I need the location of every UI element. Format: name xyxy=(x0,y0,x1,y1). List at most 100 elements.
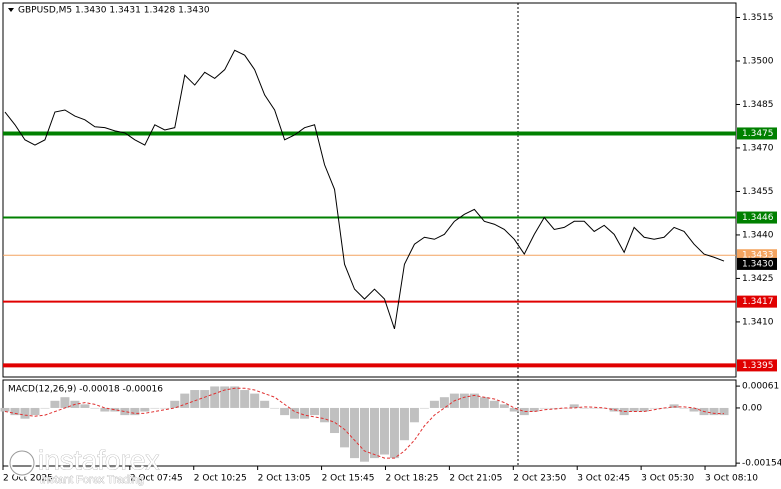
macd-bar xyxy=(210,386,220,408)
macd-bar xyxy=(170,400,180,408)
macd-bar xyxy=(300,407,310,419)
y-tick-label: 1.3425 xyxy=(742,274,774,284)
macd-bar xyxy=(719,407,729,416)
macd-bar xyxy=(220,386,230,408)
macd-bar xyxy=(459,393,469,408)
macd-bar xyxy=(310,407,320,416)
macd-bar xyxy=(20,407,30,419)
macd-bar xyxy=(290,407,300,419)
macd-bar xyxy=(200,390,210,408)
y-tick-label: 1.3470 xyxy=(742,143,774,153)
macd-bar xyxy=(439,397,449,408)
macd-bar xyxy=(649,407,659,409)
macd-bar xyxy=(399,407,409,441)
y-tick-label: 1.3485 xyxy=(742,100,774,110)
macd-bar xyxy=(409,407,419,423)
main-panel xyxy=(2,2,737,378)
x-tick-label: 2 Oct 13:05 xyxy=(258,474,311,484)
macd-bar xyxy=(549,407,559,409)
level-label-bg xyxy=(737,127,777,140)
level-label: 1.3433 xyxy=(742,251,774,261)
macd-bar xyxy=(419,407,429,409)
macd-bar xyxy=(330,407,340,434)
macd-bar xyxy=(539,407,549,409)
macd-bar xyxy=(230,386,240,408)
level-label: 1.3430 xyxy=(742,259,774,269)
macd-bar xyxy=(140,407,150,412)
macd-bar xyxy=(60,397,70,408)
level-label-bg xyxy=(737,295,777,308)
level-label-bg xyxy=(737,359,777,372)
macd-bar xyxy=(429,400,439,408)
level-label: 1.3475 xyxy=(742,129,774,139)
macd-bar xyxy=(579,407,589,409)
macd-bar xyxy=(369,407,379,459)
macd-bar xyxy=(260,400,270,408)
macd-bar xyxy=(679,407,689,409)
macd-bar xyxy=(360,407,370,462)
macd-bar xyxy=(379,407,389,455)
macd-bar xyxy=(559,407,569,409)
x-tick-label: 2 Oct 23:50 xyxy=(513,474,566,484)
x-tick-label: 2 Oct 15:45 xyxy=(322,474,375,484)
y-tick-label: 0.00061 xyxy=(742,382,779,392)
y-tick-label: 1.3410 xyxy=(742,317,774,327)
macd-bar xyxy=(569,404,579,408)
x-tick-label: 3 Oct 05:30 xyxy=(641,474,694,484)
macd-bar xyxy=(280,407,290,416)
x-tick-label: 2 Oct 2025 xyxy=(3,474,53,484)
y-tick-label: -0.00154 xyxy=(742,459,781,469)
signal-line xyxy=(4,387,725,459)
macd-bar xyxy=(120,407,130,416)
macd-bar xyxy=(320,407,330,423)
macd-bar xyxy=(110,407,120,412)
logo: instaforex Instant Forex Trading xyxy=(8,444,160,486)
y-tick-label: 1.3455 xyxy=(742,187,774,197)
macd-bar xyxy=(669,404,679,408)
macd-bar xyxy=(130,407,140,416)
macd-bar xyxy=(489,400,499,408)
macd-bar xyxy=(589,407,599,409)
macd-bar xyxy=(250,393,260,408)
level-label-bg xyxy=(737,211,777,224)
macd-bar xyxy=(340,407,350,448)
macd-bar xyxy=(160,407,170,409)
level-label: 1.3417 xyxy=(742,297,774,307)
macd-bar xyxy=(529,407,539,412)
macd-bar xyxy=(519,407,529,416)
macd-bar xyxy=(689,407,699,412)
x-tick-label: 2 Oct 10:25 xyxy=(194,474,247,484)
macd-bar xyxy=(30,407,40,416)
level-label-bg xyxy=(737,257,777,270)
x-tick-label: 3 Oct 08:10 xyxy=(705,474,758,484)
macd-title: MACD(12,26,9) -0.00018 -0.00016 xyxy=(8,385,163,395)
x-tick-label: 2 Oct 21:05 xyxy=(449,474,502,484)
logo-name: instaforex xyxy=(38,444,159,475)
macd-bar xyxy=(10,407,20,416)
macd-bar xyxy=(180,393,190,408)
macd-bar xyxy=(190,390,200,408)
macd-bar xyxy=(639,407,649,412)
menu-arrow xyxy=(8,8,14,12)
macd-bar xyxy=(499,404,509,408)
macd-bar xyxy=(350,407,360,459)
macd-bar xyxy=(80,404,90,408)
macd-bar xyxy=(270,407,280,409)
macd-bar xyxy=(479,397,489,408)
x-tick-label: 2 Oct 18:25 xyxy=(385,474,438,484)
macd-bar xyxy=(40,407,50,409)
macd-bar xyxy=(90,407,100,409)
level-label-bg xyxy=(737,249,777,262)
level-label: 1.3395 xyxy=(742,361,774,371)
x-tick-label: 2 Oct 07:45 xyxy=(130,474,183,484)
macd-bar xyxy=(469,393,479,408)
macd-bar xyxy=(389,407,399,459)
macd-panel xyxy=(2,379,737,467)
price-line xyxy=(4,49,725,330)
macd-bar xyxy=(100,407,110,412)
y-tick-label: 1.3500 xyxy=(742,56,774,66)
y-tick-label: 0.00 xyxy=(742,403,762,413)
logo-icon-outline xyxy=(9,450,35,476)
chart-title: GBPUSD,M5 1.3430 1.3431 1.3428 1.3430 xyxy=(18,6,210,16)
